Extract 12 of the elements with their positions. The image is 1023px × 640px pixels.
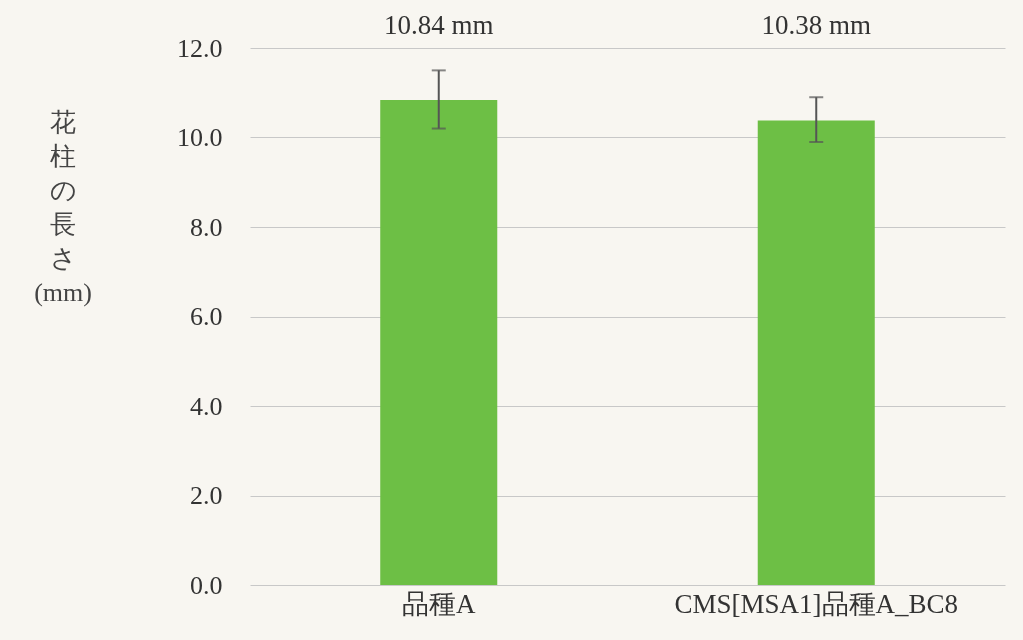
data-label: 10.84 mm [383,10,494,40]
y-tick-label: 8.0 [190,212,223,242]
y-tick-label: 10.0 [177,123,223,152]
y-axis-title: 花柱の長さ (mm) [34,108,92,307]
y-tick-label: 4.0 [190,391,223,421]
y-tick-label: 2.0 [190,481,223,510]
y-tick-label: 0.0 [190,570,223,600]
x-tick-label: CMS[MSA1]品種A_BC8 [674,588,959,619]
y-tick-label: 6.0 [190,302,223,331]
data-label: 10.38 mm [761,10,872,40]
x-tick-label: 品種A [402,588,476,619]
y-tick-label: 12.0 [177,33,223,63]
